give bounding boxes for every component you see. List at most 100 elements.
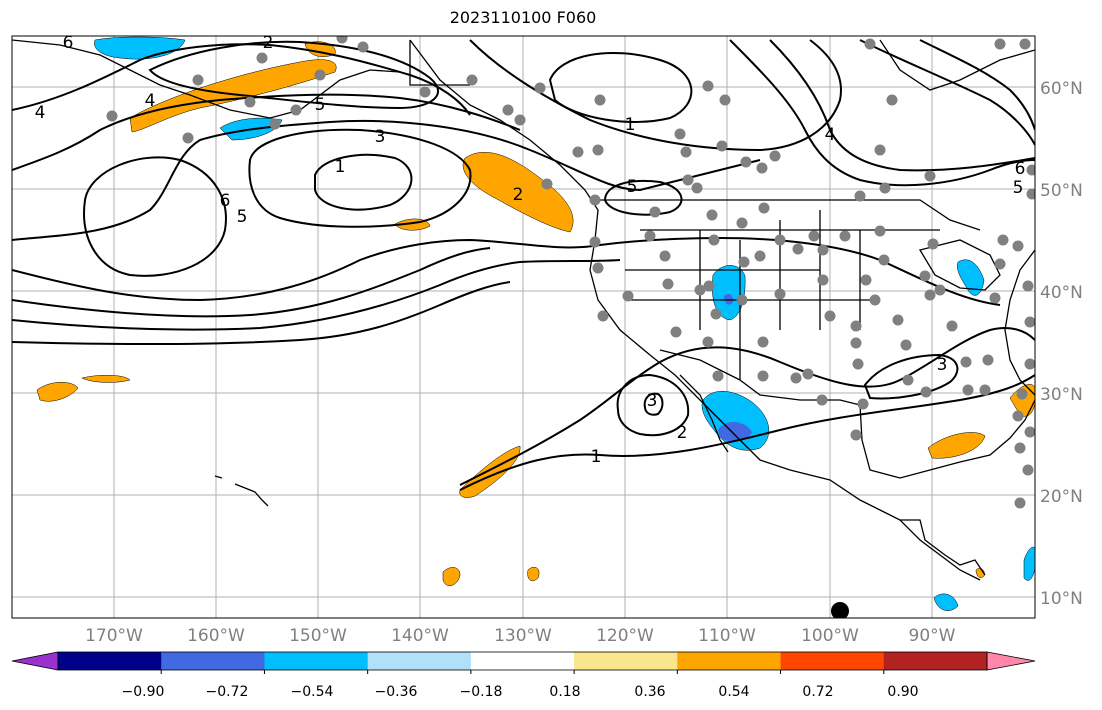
contour-line	[859, 39, 1035, 146]
alaska-coast	[12, 39, 401, 119]
station-dot	[736, 217, 748, 229]
station-dot	[691, 182, 703, 194]
station-dot	[680, 146, 692, 158]
station-dot	[892, 314, 904, 326]
state-line	[409, 40, 470, 86]
contour-label: 6	[63, 33, 74, 53]
contour-label: 4	[825, 125, 836, 145]
station-dot	[682, 174, 694, 186]
contour-label: 4	[145, 91, 156, 111]
station-dot	[622, 290, 634, 302]
positive-anomaly-region	[462, 151, 574, 233]
station-dot	[790, 372, 802, 384]
contour-label: 1	[591, 447, 602, 467]
longitude-labels: 170°W 160°W 150°W 140°W 130°W 120°W 110°…	[85, 626, 956, 646]
station-dot	[357, 41, 369, 53]
station-dot	[924, 289, 936, 301]
colorbar-segment	[574, 652, 678, 670]
contour-label: 4	[35, 103, 46, 123]
station-dot	[994, 258, 1006, 270]
colorbar-tick-label: −0.90	[122, 684, 165, 700]
colorbar-tick-label: 0.18	[549, 684, 580, 700]
gulf-coast	[739, 379, 1035, 479]
station-dot	[192, 74, 204, 86]
colorbar-tick-label: 0.54	[718, 684, 749, 700]
positive-anomaly-region	[36, 382, 79, 402]
station-dot	[989, 292, 1001, 304]
contour-label: 3	[937, 355, 948, 375]
station-dot	[572, 146, 584, 158]
station-dot	[902, 374, 914, 386]
contour-label: 2	[677, 423, 688, 443]
station-dot	[592, 144, 604, 156]
contour-label: 5	[237, 207, 248, 227]
hawaii-islands	[214, 475, 269, 507]
colorbar-tick-label: 0.36	[634, 684, 665, 700]
station-dot	[1026, 164, 1035, 176]
station-dot	[670, 326, 682, 338]
latitude-label: 30°N	[1040, 385, 1083, 405]
station-dot	[920, 386, 932, 398]
contour-line	[769, 39, 1035, 172]
station-dot	[694, 284, 706, 296]
station-dot	[879, 182, 891, 194]
station-dot	[878, 254, 890, 266]
contour-line	[729, 39, 1035, 187]
contour-line	[643, 392, 664, 416]
station-dot	[710, 308, 722, 320]
station-dot	[886, 94, 898, 106]
station-dot	[982, 354, 994, 366]
contour-line	[314, 153, 413, 211]
colorbar-extend-min	[11, 651, 59, 671]
station-dot	[738, 256, 750, 268]
station-dot	[716, 140, 728, 152]
contour-line	[248, 128, 472, 228]
station-dot	[659, 250, 671, 262]
station-dot	[758, 202, 770, 214]
contour-line	[459, 327, 1035, 486]
station-dot	[869, 294, 881, 306]
station-dot	[850, 320, 862, 332]
station-dot	[703, 280, 715, 292]
contour-label: 1	[335, 157, 346, 177]
station-dot	[979, 384, 991, 396]
station-dot	[852, 358, 864, 370]
contour-label: 6	[220, 191, 231, 211]
contour-line	[12, 93, 521, 171]
station-dot	[997, 234, 1009, 246]
station-dot	[769, 150, 781, 162]
colorbar-segment	[367, 652, 472, 670]
station-dot	[817, 274, 829, 286]
station-markers	[106, 36, 1035, 509]
station-dot	[857, 398, 869, 410]
station-dot	[839, 230, 851, 242]
colorbar-segment	[264, 652, 369, 670]
contour-line	[83, 156, 227, 277]
station-dot	[1022, 280, 1034, 292]
us-border-north	[598, 199, 981, 231]
station-dot	[256, 52, 268, 64]
station-dot	[808, 230, 820, 242]
colorbar-segment	[58, 652, 162, 670]
station-dot	[1019, 38, 1031, 50]
station-dot	[336, 36, 348, 44]
contour-line	[12, 119, 761, 241]
station-dot	[674, 128, 686, 140]
longitude-label: 100°W	[801, 626, 859, 646]
negative-anomaly-region	[1023, 546, 1035, 581]
colorbar	[11, 651, 1036, 674]
central-america	[900, 519, 986, 576]
station-dot	[816, 394, 828, 406]
station-dot	[1016, 388, 1028, 400]
east-coast	[1004, 249, 1035, 396]
station-dot	[589, 194, 601, 206]
station-dot	[874, 144, 886, 156]
station-dot	[708, 234, 720, 246]
station-dot	[754, 250, 766, 262]
contour-label: 5	[1013, 178, 1024, 198]
latitude-label: 20°N	[1040, 487, 1083, 507]
contour-label: 3	[647, 391, 658, 411]
colorbar-segment	[677, 652, 782, 670]
station-dot	[719, 94, 731, 106]
